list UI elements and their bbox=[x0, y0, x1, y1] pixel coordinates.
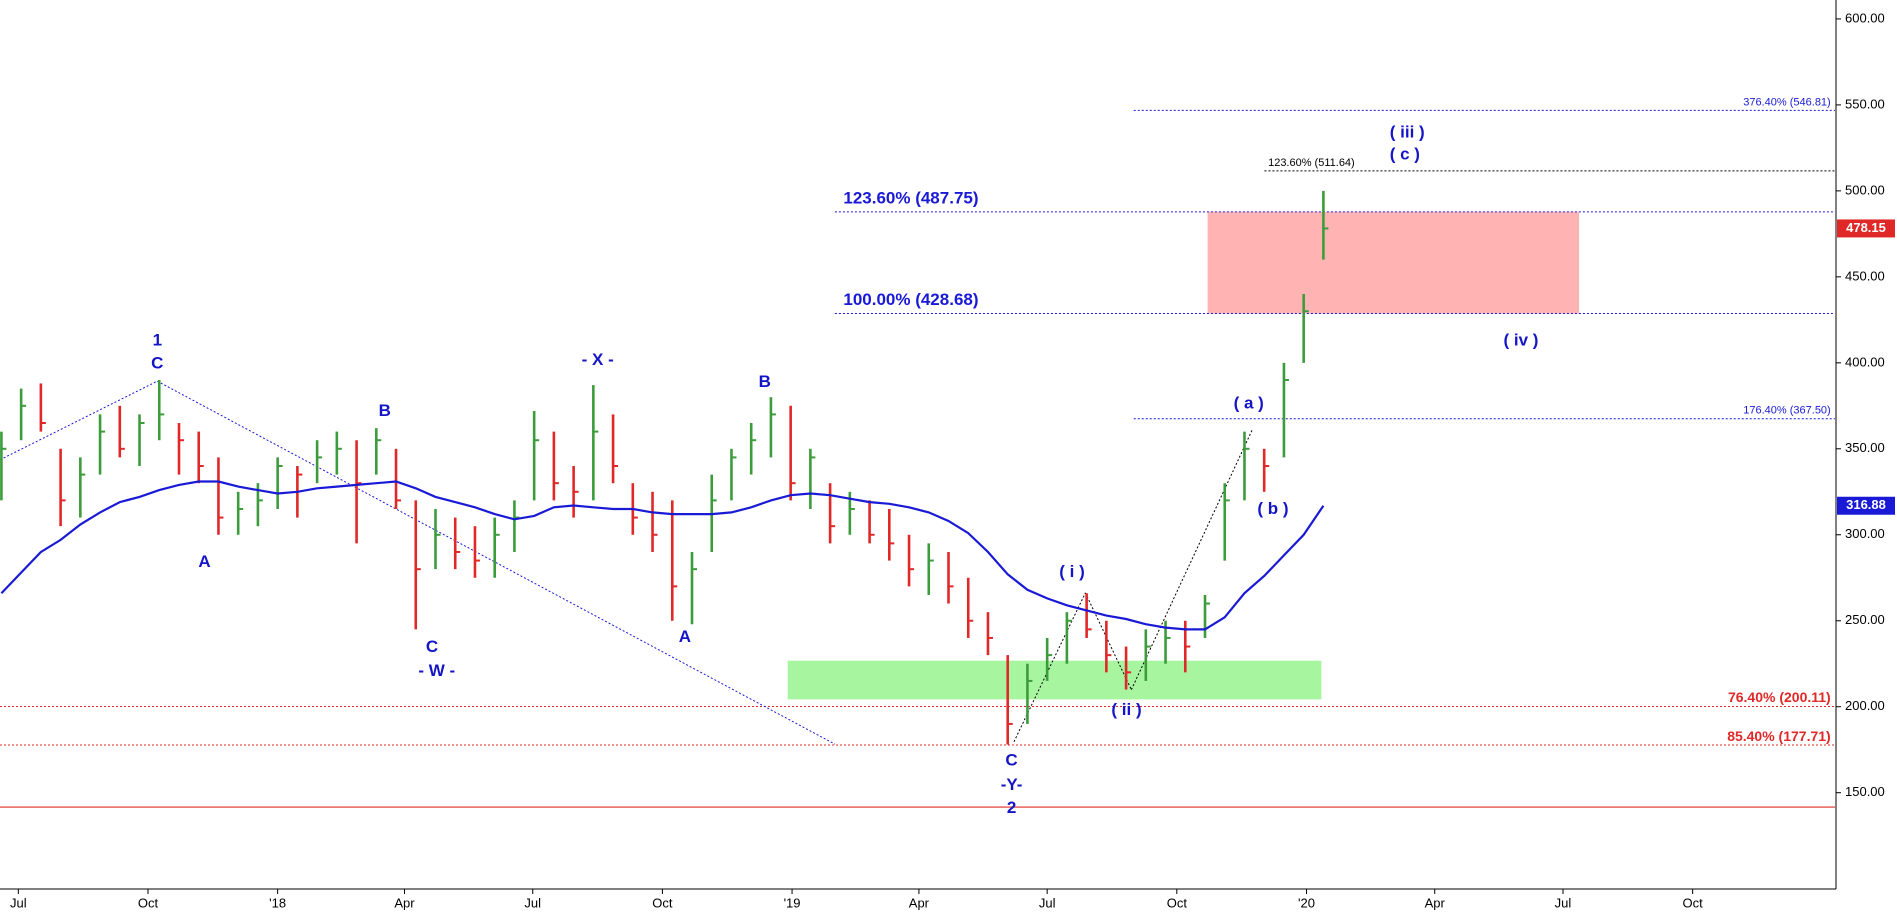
x-tick-label: Apr bbox=[909, 895, 930, 910]
wave-label: ( i ) bbox=[1059, 562, 1085, 581]
moving-average bbox=[0, 480, 1325, 631]
x-tick-label: Jul bbox=[524, 895, 541, 910]
wave-label: A bbox=[679, 627, 691, 646]
level-label: 76.40% (200.11) bbox=[1728, 689, 1831, 705]
x-tick-label: '18 bbox=[269, 895, 286, 910]
x-tick-label: '19 bbox=[784, 895, 801, 910]
wave-label: ( iii ) bbox=[1390, 123, 1425, 142]
target-zone bbox=[1207, 211, 1580, 314]
wave-label: - W - bbox=[418, 661, 455, 680]
level-label: 123.60% (511.64) bbox=[1268, 157, 1355, 169]
trend-line bbox=[1130, 429, 1253, 690]
x-tick-label: Jul bbox=[1039, 895, 1056, 910]
y-tick-label: 550.00 bbox=[1845, 96, 1885, 111]
x-tick-label: Oct bbox=[138, 895, 159, 910]
x-tick-label: Oct bbox=[652, 895, 673, 910]
wave-label: ( a ) bbox=[1234, 394, 1264, 413]
price-tag bbox=[1837, 219, 1895, 238]
wave-label: A bbox=[198, 552, 210, 571]
level-label: 85.40% (177.71) bbox=[1727, 728, 1831, 744]
y-tick-label: 300.00 bbox=[1845, 526, 1885, 541]
x-tick-label: Apr bbox=[1425, 895, 1446, 910]
x-tick-label: Jul bbox=[1555, 895, 1572, 910]
y-tick-label: 600.00 bbox=[1845, 10, 1885, 25]
y-tick-label: 450.00 bbox=[1845, 268, 1885, 283]
trend-line bbox=[1013, 592, 1086, 742]
y-tick-label: 500.00 bbox=[1845, 182, 1885, 197]
wave-label: - X - bbox=[582, 350, 614, 369]
wave-label: ( b ) bbox=[1257, 499, 1288, 518]
x-tick-label: Oct bbox=[1167, 895, 1188, 910]
support-zone bbox=[787, 660, 1322, 700]
x-tick-label: Oct bbox=[1683, 895, 1704, 910]
trend-line bbox=[0, 380, 158, 461]
y-tick-label: 200.00 bbox=[1845, 698, 1885, 713]
wave-label: 1 bbox=[153, 331, 162, 350]
level-label: 376.40% (546.81) bbox=[1743, 96, 1830, 108]
x-tick-label: Apr bbox=[394, 895, 415, 910]
wave-label: C bbox=[1005, 751, 1017, 770]
y-tick-label: 400.00 bbox=[1845, 354, 1885, 369]
y-tick-label: 250.00 bbox=[1845, 612, 1885, 627]
trend-line bbox=[1084, 592, 1132, 690]
wave-label: C bbox=[151, 354, 163, 373]
x-tick-label: '20 bbox=[1298, 895, 1315, 910]
wave-label: ( ii ) bbox=[1111, 700, 1141, 719]
level-label: 100.00% (428.68) bbox=[843, 290, 978, 309]
level-label: 123.60% (487.75) bbox=[843, 188, 978, 207]
price-tag-label: 316.88 bbox=[1846, 497, 1886, 512]
y-tick-label: 350.00 bbox=[1845, 440, 1885, 455]
price-tag bbox=[1837, 496, 1895, 515]
wave-label: B bbox=[379, 401, 391, 420]
wave-label: 2 bbox=[1007, 798, 1016, 817]
wave-label: B bbox=[759, 372, 771, 391]
level-label: 176.40% (367.50) bbox=[1743, 405, 1830, 417]
wave-label: ( c ) bbox=[1390, 144, 1420, 163]
wave-label: C bbox=[426, 637, 438, 656]
wave-label: ( iv ) bbox=[1503, 331, 1538, 350]
y-tick-label: 150.00 bbox=[1845, 784, 1885, 799]
x-tick-label: Jul bbox=[10, 895, 27, 910]
price-tag-label: 478.15 bbox=[1846, 220, 1886, 235]
trend-line bbox=[157, 380, 836, 745]
wave-label: -Y- bbox=[1001, 775, 1023, 794]
